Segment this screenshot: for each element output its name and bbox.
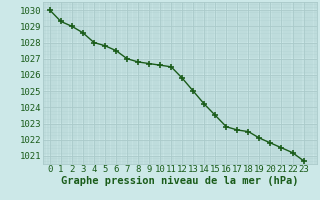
X-axis label: Graphe pression niveau de la mer (hPa): Graphe pression niveau de la mer (hPa) bbox=[61, 176, 299, 186]
